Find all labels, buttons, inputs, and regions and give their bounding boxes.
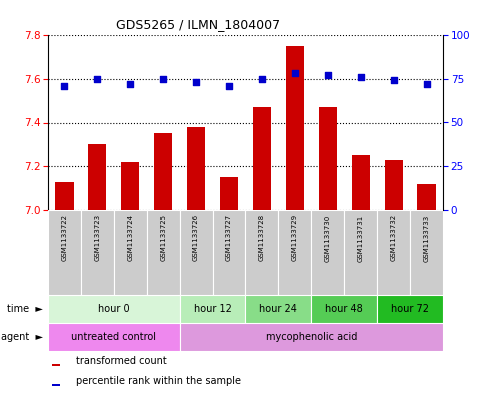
Text: hour 0: hour 0: [98, 304, 129, 314]
Bar: [253, 107, 271, 210]
Text: untreated control: untreated control: [71, 332, 156, 342]
Point: [94, 75, 101, 82]
Bar: [319, 107, 337, 210]
Text: hour 48: hour 48: [326, 304, 363, 314]
Bar: [213, 210, 245, 295]
Text: percentile rank within the sample: percentile rank within the sample: [76, 376, 241, 386]
Text: GSM1133726: GSM1133726: [193, 214, 199, 261]
Bar: [180, 295, 245, 323]
Bar: [180, 210, 213, 295]
Text: GSM1133725: GSM1133725: [160, 214, 166, 261]
Bar: [220, 177, 238, 210]
Bar: [52, 364, 60, 366]
Text: GSM1133728: GSM1133728: [259, 214, 265, 261]
Bar: [121, 162, 139, 210]
Point: [159, 75, 167, 82]
Bar: [147, 210, 180, 295]
Point: [291, 70, 299, 77]
Text: GDS5265 / ILMN_1804007: GDS5265 / ILMN_1804007: [116, 18, 280, 31]
Text: hour 12: hour 12: [194, 304, 231, 314]
Bar: [312, 210, 344, 295]
Bar: [377, 210, 410, 295]
Point: [258, 75, 266, 82]
Text: GSM1133722: GSM1133722: [61, 214, 68, 261]
Bar: [81, 210, 114, 295]
Bar: [88, 144, 106, 210]
Text: GSM1133727: GSM1133727: [226, 214, 232, 261]
Bar: [286, 46, 304, 210]
Bar: [56, 182, 73, 210]
Text: hour 72: hour 72: [391, 304, 429, 314]
Bar: [180, 323, 443, 351]
Text: GSM1133724: GSM1133724: [128, 214, 133, 261]
Text: transformed count: transformed count: [76, 356, 167, 366]
Bar: [312, 295, 377, 323]
Text: GSM1133732: GSM1133732: [391, 214, 397, 261]
Text: GSM1133729: GSM1133729: [292, 214, 298, 261]
Point: [357, 74, 365, 80]
Bar: [352, 155, 370, 210]
Bar: [114, 210, 147, 295]
Text: GSM1133730: GSM1133730: [325, 214, 331, 261]
Bar: [245, 295, 312, 323]
Bar: [52, 384, 60, 386]
Bar: [417, 184, 436, 210]
Text: time  ►: time ►: [7, 304, 43, 314]
Point: [324, 72, 332, 78]
Point: [225, 83, 233, 89]
Point: [127, 81, 134, 87]
Text: agent  ►: agent ►: [1, 332, 43, 342]
Text: mycophenolic acid: mycophenolic acid: [266, 332, 357, 342]
Text: GSM1133723: GSM1133723: [94, 214, 100, 261]
Point: [390, 77, 398, 84]
Bar: [410, 210, 443, 295]
Bar: [48, 210, 81, 295]
Bar: [48, 323, 180, 351]
Bar: [344, 210, 377, 295]
Text: GSM1133731: GSM1133731: [358, 214, 364, 261]
Bar: [48, 295, 180, 323]
Bar: [154, 134, 172, 210]
Bar: [187, 127, 205, 210]
Point: [423, 81, 430, 87]
Bar: [377, 295, 443, 323]
Point: [60, 83, 68, 89]
Bar: [245, 210, 278, 295]
Text: GSM1133733: GSM1133733: [424, 214, 429, 261]
Bar: [278, 210, 312, 295]
Bar: [384, 160, 403, 210]
Point: [192, 79, 200, 85]
Text: hour 24: hour 24: [259, 304, 298, 314]
